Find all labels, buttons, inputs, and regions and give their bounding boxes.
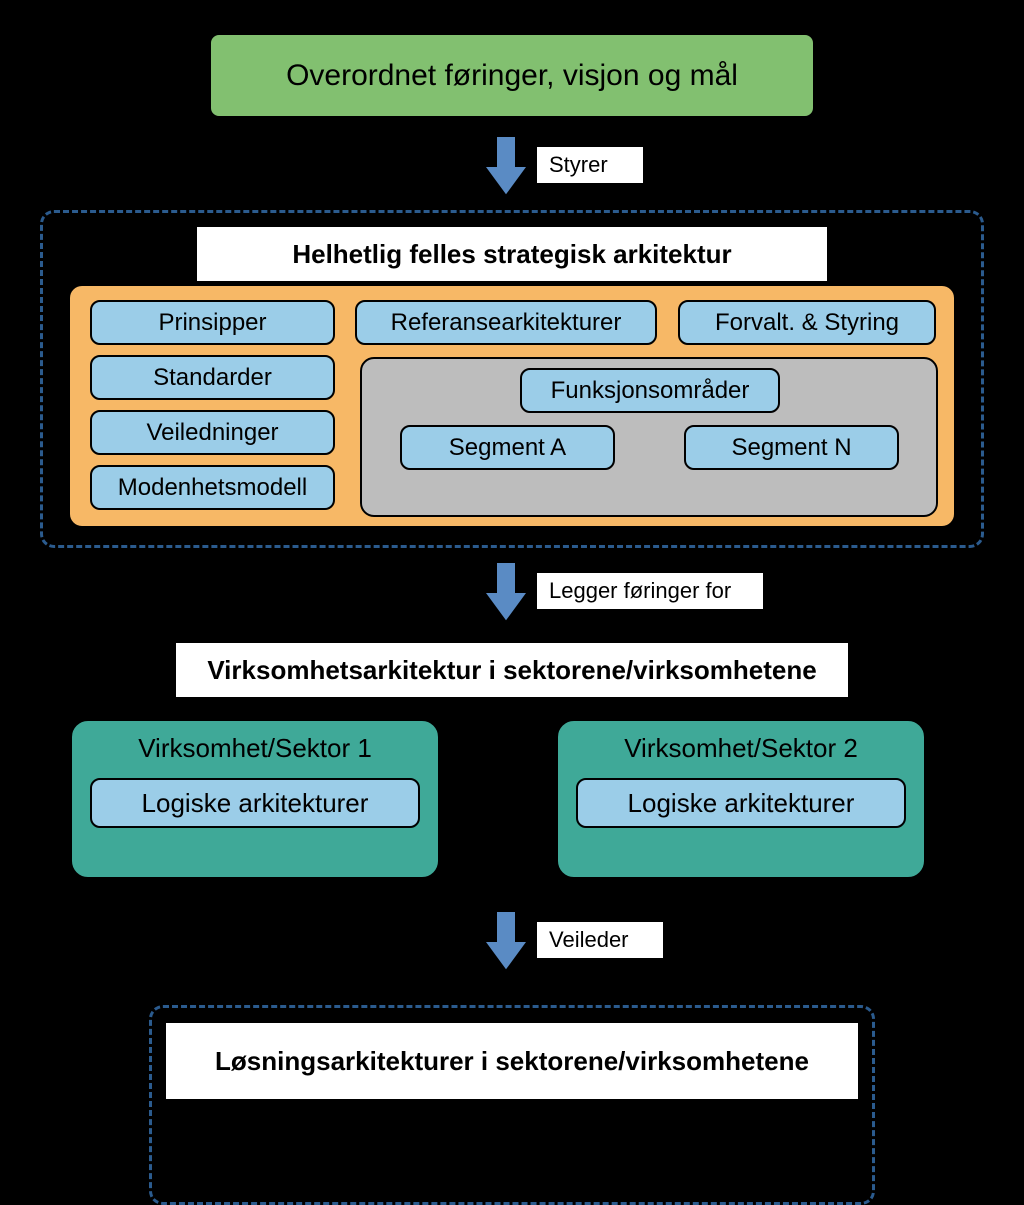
arrow3-label: Veileder [549,927,629,953]
sector-1-logiske: Logiske arkitekturer [90,778,420,828]
arrow1-label-box: Styrer [535,145,645,185]
arrow1-label: Styrer [549,152,608,178]
label-segment-a: Segment A [449,434,566,462]
box-modenhetsmodell: Modenhetsmodell [90,465,335,510]
box-standarder: Standarder [90,355,335,400]
solutions-title-box: Løsningsarkitekturer i sektorene/virksom… [164,1021,860,1101]
top-vision-title: Overordnet føringer, visjon og mål [286,59,738,93]
label-forvalt-styring: Forvalt. & Styring [715,309,899,337]
box-prinsipper: Prinsipper [90,300,335,345]
arrow-down-icon [484,562,528,622]
box-segment-n: Segment N [684,425,899,470]
sector-2-logiske-label: Logiske arkitekturer [628,788,855,819]
box-funksjonsomrader: Funksjonsområder [520,368,780,413]
solutions-title: Løsningsarkitekturer i sektorene/virksom… [215,1046,809,1077]
box-referansearkitekturer: Referansearkitekturer [355,300,657,345]
label-prinsipper: Prinsipper [158,309,266,337]
label-referansearkitekturer: Referansearkitekturer [391,309,622,337]
sector-1-logiske-label: Logiske arkitekturer [142,788,369,819]
top-vision-box: Overordnet føringer, visjon og mål [209,33,815,118]
enterprise-title: Virksomhetsarkitektur i sektorene/virkso… [207,655,816,686]
box-segment-a: Segment A [400,425,615,470]
arrow2-label-box: Legger føringer for [535,571,765,611]
box-veiledninger: Veiledninger [90,410,335,455]
sector-1-title: Virksomhet/Sektor 1 [138,733,372,764]
sector-2-title: Virksomhet/Sektor 2 [624,733,858,764]
arrow2-label: Legger føringer for [549,578,731,604]
label-veiledninger: Veiledninger [146,419,278,447]
strategic-title: Helhetlig felles strategisk arkitektur [292,239,731,270]
label-modenhetsmodell: Modenhetsmodell [118,474,307,502]
arrow3-label-box: Veileder [535,920,665,960]
enterprise-title-box: Virksomhetsarkitektur i sektorene/virkso… [174,641,850,699]
arrow-down-icon [484,911,528,971]
label-standarder: Standarder [153,364,272,392]
arrow-down-icon [484,136,528,196]
label-funksjonsomrader: Funksjonsområder [551,377,750,405]
label-segment-n: Segment N [731,434,851,462]
sector-2-logiske: Logiske arkitekturer [576,778,906,828]
strategic-title-box: Helhetlig felles strategisk arkitektur [195,225,829,283]
box-forvalt-styring: Forvalt. & Styring [678,300,936,345]
